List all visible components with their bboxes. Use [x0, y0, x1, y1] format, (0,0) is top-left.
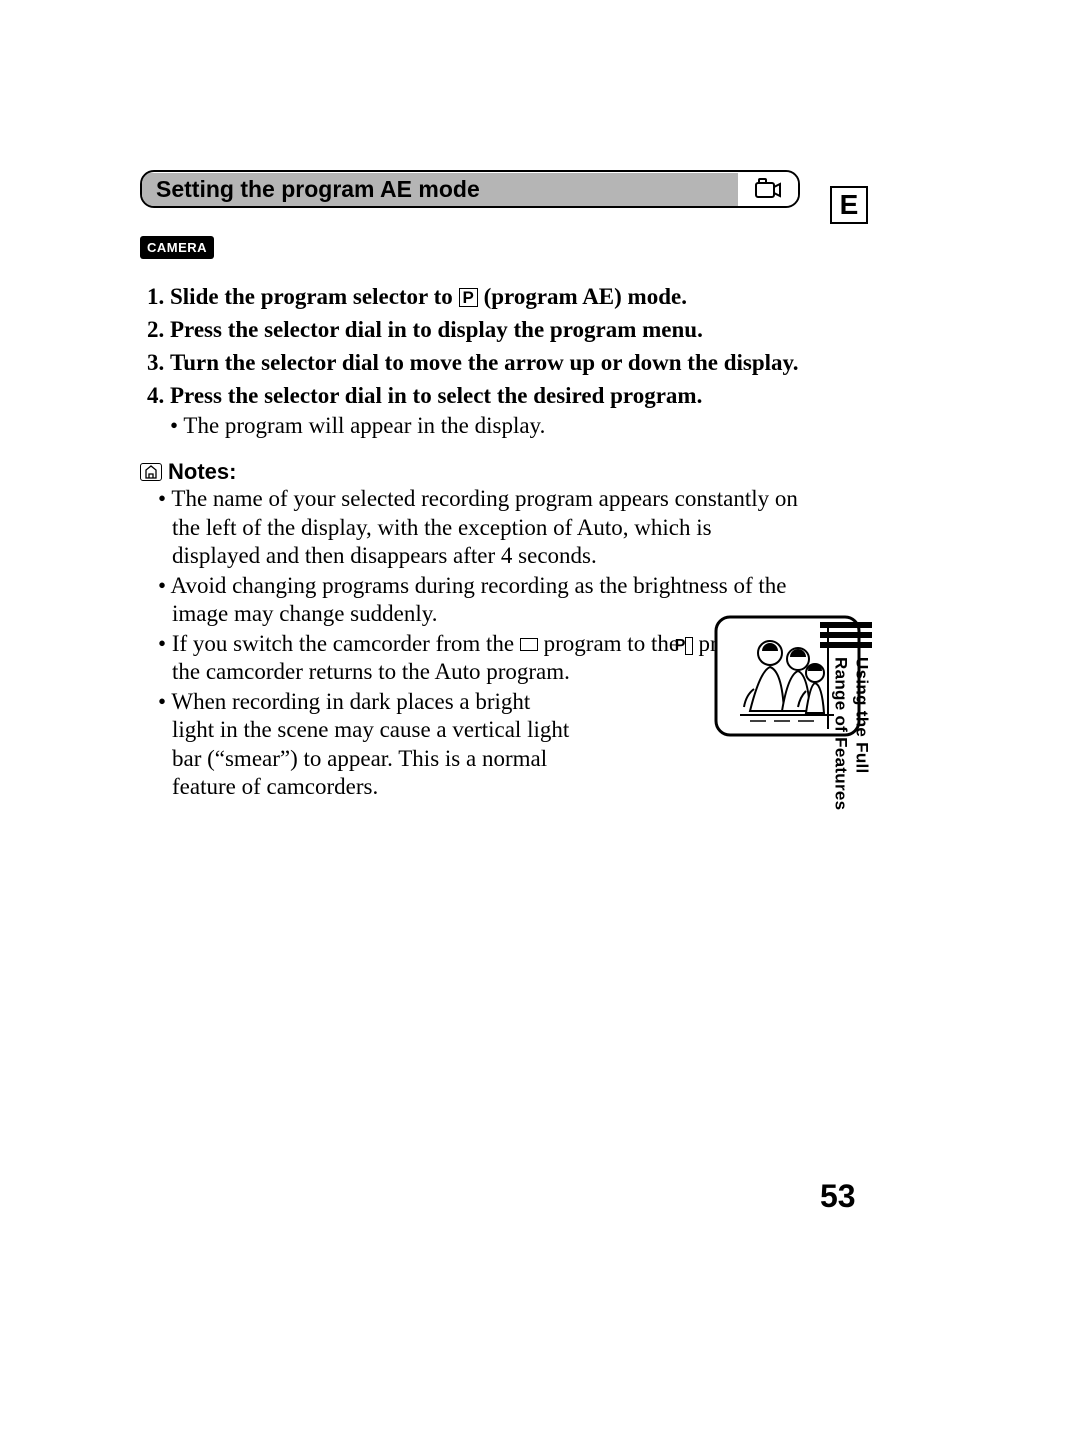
- note-1: The name of your selected recording prog…: [158, 485, 800, 571]
- bar-icon: [820, 642, 872, 648]
- step-4: Press the selector dial in to select the…: [170, 380, 800, 411]
- note-3-pre: If you switch the camcorder from the: [172, 631, 520, 656]
- step-1-post: (program AE) mode.: [478, 284, 687, 309]
- step-1: Slide the program selector to P (program…: [170, 281, 800, 312]
- notes-heading: Notes:: [140, 459, 800, 485]
- note-4: When recording in dark places a bright l…: [158, 688, 578, 802]
- program-p-icon-2: P: [685, 637, 693, 655]
- bar-icon: [820, 632, 872, 638]
- section-heading: Setting the program AE mode: [140, 170, 800, 208]
- notes-label: Notes:: [168, 459, 236, 485]
- substep-list: The program will appear in the display.: [170, 413, 800, 439]
- side-tab: Using the Full Range of Features: [820, 622, 873, 810]
- step-1-pre: Slide the program selector to: [170, 284, 459, 309]
- step-2: Press the selector dial in to display th…: [170, 314, 800, 345]
- language-indicator: E: [830, 186, 868, 224]
- side-line-1: Using the Full: [853, 657, 872, 774]
- notes-icon: [140, 463, 162, 481]
- step-3: Turn the selector dial to move the arrow…: [170, 347, 800, 378]
- side-tab-text: Using the Full Range of Features: [830, 657, 873, 810]
- note-3: If you switch the camcorder from the pro…: [158, 630, 800, 687]
- notes-list: The name of your selected recording prog…: [158, 485, 800, 802]
- easy-rect-icon: [520, 638, 538, 651]
- note-3-mid: program to the: [538, 631, 685, 656]
- section-title: Setting the program AE mode: [142, 173, 738, 206]
- camcorder-icon: [753, 178, 783, 200]
- steps-list: Slide the program selector to P (program…: [140, 281, 800, 411]
- substep-1: The program will appear in the display.: [170, 413, 800, 439]
- program-p-icon: P: [459, 288, 478, 307]
- page-number: 53: [820, 1178, 856, 1215]
- page-content: Setting the program AE mode CAMERA Slide…: [140, 170, 800, 803]
- camcorder-icon-box: [738, 172, 798, 206]
- side-line-2: Range of Features: [831, 657, 850, 810]
- note-2: Avoid changing programs during recording…: [158, 572, 800, 629]
- side-tab-bars: [820, 622, 872, 648]
- camera-mode-badge: CAMERA: [140, 236, 214, 259]
- bar-icon: [820, 622, 872, 628]
